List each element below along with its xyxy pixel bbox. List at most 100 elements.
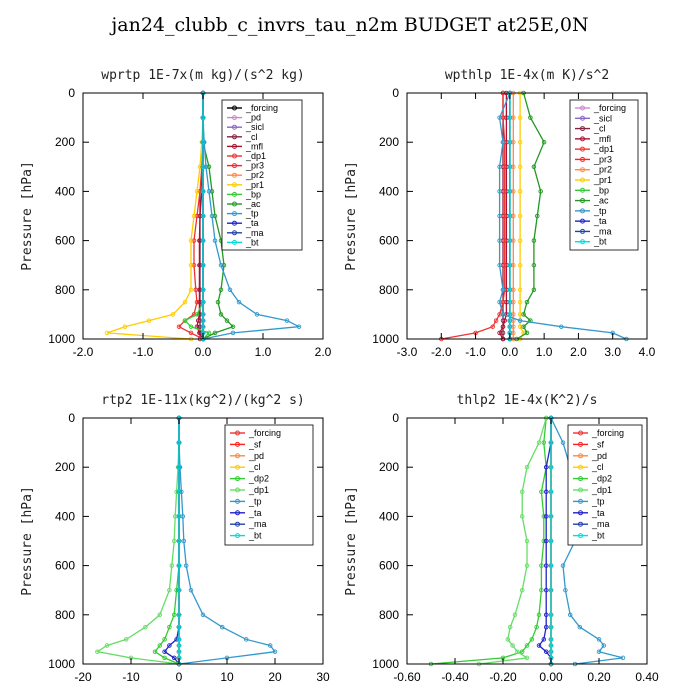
x-tick-label: -2.0 [431, 345, 452, 359]
legend-marker [235, 533, 240, 539]
data-point [531, 164, 537, 170]
legend-marker [580, 146, 585, 152]
data-point [200, 312, 206, 317]
y-tick-label: 0 [392, 411, 399, 425]
data-point [188, 262, 194, 268]
page-title: jan24_clubb_c_invrs_tau_n2m BUDGET at25E… [111, 14, 589, 36]
legend-entry: _pr2 [245, 170, 264, 180]
legend-marker [235, 453, 240, 459]
y-tick-label: 600 [379, 559, 399, 573]
data-point [500, 312, 506, 317]
data-point [548, 587, 554, 593]
legend-entry: _sicl [593, 113, 612, 123]
series-line-dp2 [154, 418, 180, 665]
data-point [212, 330, 218, 336]
legend-marker [578, 476, 583, 482]
data-point [507, 164, 513, 170]
legend-entry: _bt [591, 531, 605, 541]
y-tick-label: 400 [379, 184, 399, 198]
data-point [209, 189, 215, 194]
x-tick-label: 0.0 [502, 345, 519, 359]
data-point [176, 563, 182, 568]
y-tick-label: 400 [379, 509, 399, 523]
data-point [502, 164, 507, 170]
legend-marker [580, 156, 585, 162]
data-point [197, 213, 203, 219]
x-tick-label: 2.0 [315, 345, 332, 359]
legend-entry: _pr1 [593, 175, 612, 185]
legend-entry: _tp [248, 496, 262, 506]
data-point [197, 189, 203, 194]
data-point [507, 299, 513, 305]
data-point [206, 189, 212, 194]
data-point [517, 238, 523, 243]
data-point [497, 299, 502, 305]
plot-frame [406, 417, 648, 665]
data-point [577, 624, 583, 630]
data-point [497, 238, 502, 243]
legend-entry: _ma [591, 519, 610, 529]
x-tick-label: 0.20 [587, 670, 611, 684]
legend-marker [580, 187, 585, 193]
legend-marker [235, 441, 240, 447]
legend-entry: _forcing [593, 103, 626, 113]
data-point [197, 164, 203, 170]
data-point [206, 330, 212, 336]
legend-marker [232, 143, 237, 149]
data-point [548, 624, 554, 630]
data-point [507, 624, 513, 630]
legend-entry: _bt [593, 237, 607, 247]
legend-entry: _ta [591, 508, 605, 518]
chart-panel-4: thlp2 1E-4x(K^2)/s Pressure [hPa] -0.60 -0.… [344, 393, 659, 684]
legend-marker [580, 208, 585, 214]
legend-marker [578, 533, 583, 539]
plot-frame [82, 417, 324, 665]
data-point [536, 643, 542, 648]
data-point [497, 189, 502, 194]
x-tick-label: 0.00 [539, 670, 563, 684]
y-tick-label: 400 [55, 184, 75, 198]
data-point [500, 139, 506, 145]
y-tick-label: 1000 [48, 657, 75, 671]
legend-entry: _bp [245, 189, 261, 199]
x-tick-label: 0.0 [195, 345, 212, 359]
data-point [497, 330, 502, 336]
data-point [197, 324, 203, 329]
series-line-pr1 [106, 93, 204, 340]
data-point [218, 287, 224, 293]
legend-entry: _mfl [593, 134, 611, 144]
chart-panel-3: rtp2 1E-11x(kg^2)/(kg^2 s) Pressure [hPa]… [20, 393, 330, 684]
data-point [209, 213, 215, 219]
y-tick-label: 0 [68, 86, 75, 100]
legend-entry: _ta [245, 218, 259, 228]
legend-entry: _forcing [248, 428, 281, 438]
data-point [188, 324, 194, 329]
data-point [497, 115, 502, 120]
legend-marker [232, 105, 237, 111]
data-point [182, 318, 188, 323]
data-point [541, 440, 547, 445]
y-axis-label: Pressure [hPa] [20, 486, 35, 596]
legend-entry: _sf [248, 439, 262, 449]
data-point [162, 655, 167, 661]
data-point [493, 318, 499, 323]
data-point [122, 324, 128, 329]
series-line-dp1 [441, 93, 506, 340]
data-point [507, 312, 513, 317]
series-line-tp [498, 92, 627, 340]
legend-marker [578, 441, 583, 447]
legend-marker [232, 124, 237, 130]
data-point [254, 312, 260, 317]
series-line-dp1 [95, 418, 180, 665]
legend-entry: _bt [248, 531, 262, 541]
legend-marker [578, 453, 583, 459]
x-tick-label: 20 [268, 670, 282, 684]
legend-marker [232, 163, 237, 169]
data-point [620, 655, 626, 661]
data-point [500, 324, 506, 329]
data-point [524, 299, 530, 305]
data-point [490, 324, 495, 329]
legend-entry: _ta [593, 216, 607, 226]
series-line-tp [178, 418, 277, 665]
